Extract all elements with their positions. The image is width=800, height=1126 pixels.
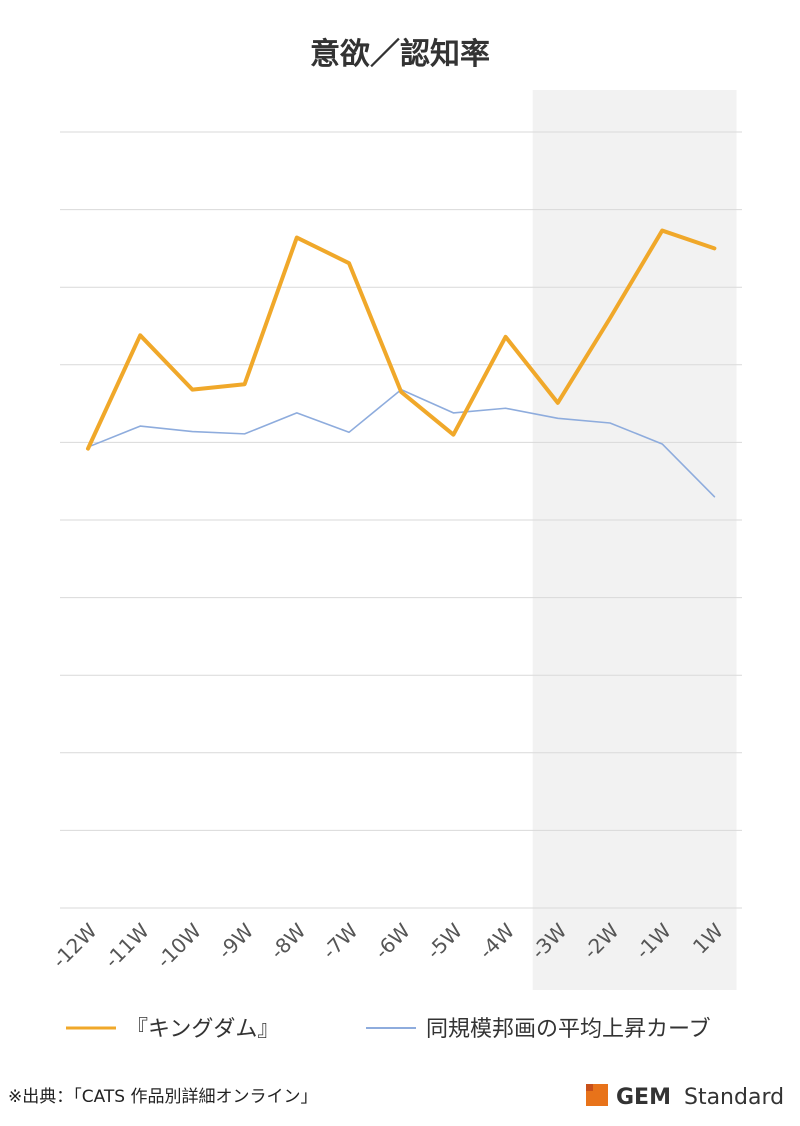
x-tick-label: -12W xyxy=(47,918,101,972)
x-tick-label: -8W xyxy=(265,918,310,963)
brand-name: GEM Standard xyxy=(616,1085,784,1110)
highlight-shade xyxy=(532,90,737,990)
chart-title: 意欲／認知率 xyxy=(310,37,490,72)
gem-standard-logo: GEM Standard xyxy=(586,1084,784,1110)
legend: 『キングダム』 同規模邦画の平均上昇カーブ xyxy=(66,1017,711,1042)
x-tick-label: -4W xyxy=(474,918,519,963)
x-tick-label: -11W xyxy=(100,918,154,972)
brand-bold: GEM xyxy=(616,1085,671,1110)
x-tick-label: -7W xyxy=(317,918,362,963)
x-tick-label: -5W xyxy=(422,918,467,963)
x-tick-label: -6W xyxy=(370,918,415,963)
source-note: ※出典：「CATS 作品別詳細オンライン」 xyxy=(8,1087,318,1107)
gridlines xyxy=(60,131,742,909)
brand-rest: Standard xyxy=(684,1085,784,1110)
legend-label: 『キングダム』 xyxy=(126,1017,279,1042)
x-tick-label: -10W xyxy=(152,918,206,972)
x-tick-label: -9W xyxy=(213,918,258,963)
legend-label: 同規模邦画の平均上昇カーブ xyxy=(426,1017,711,1042)
series-layer xyxy=(86,228,717,498)
logo-icon-accent xyxy=(586,1084,593,1091)
